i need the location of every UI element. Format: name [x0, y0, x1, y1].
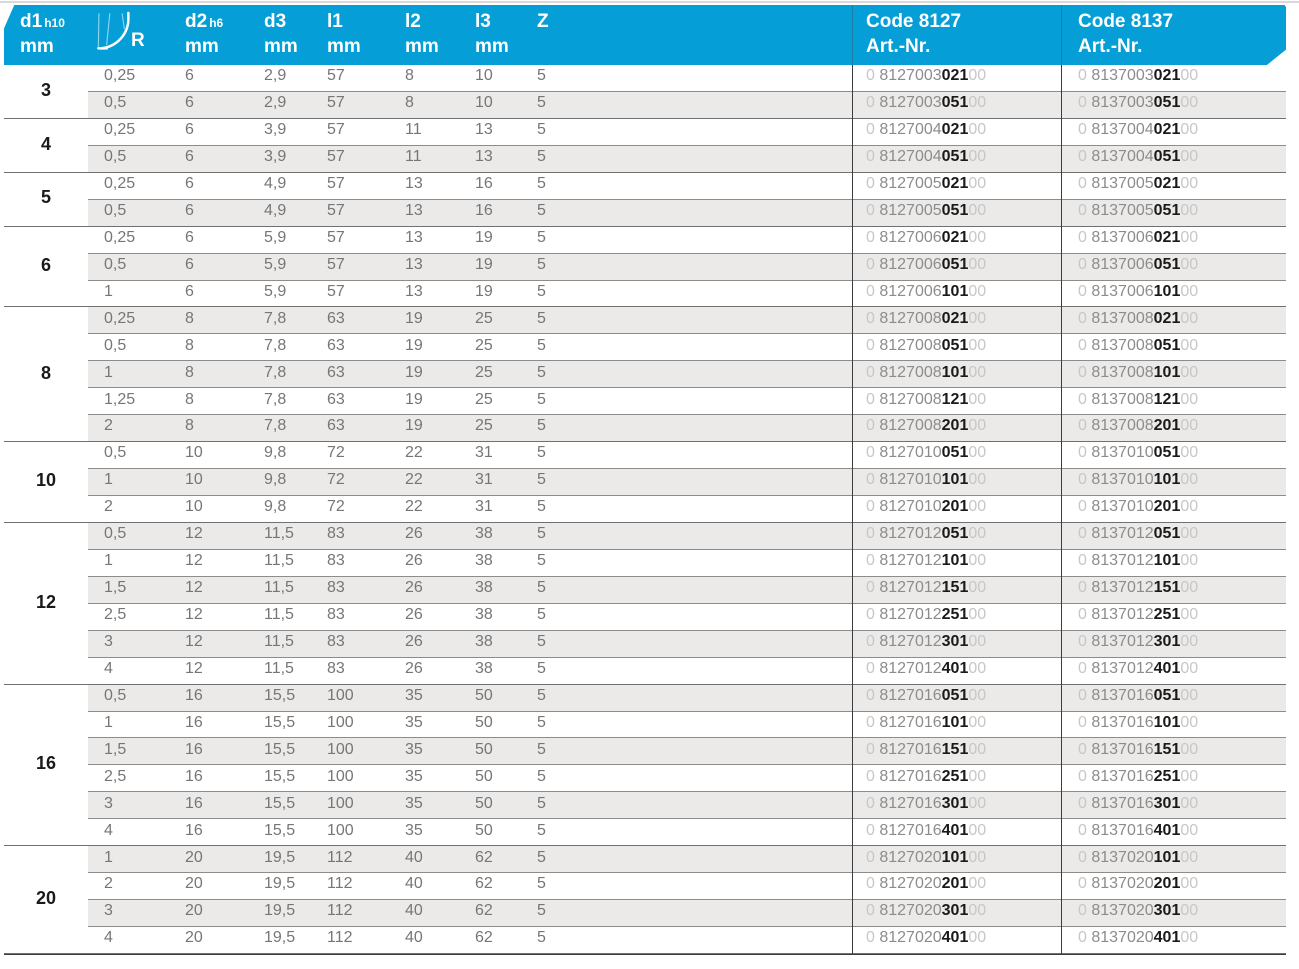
svg-text:R: R: [131, 30, 145, 51]
